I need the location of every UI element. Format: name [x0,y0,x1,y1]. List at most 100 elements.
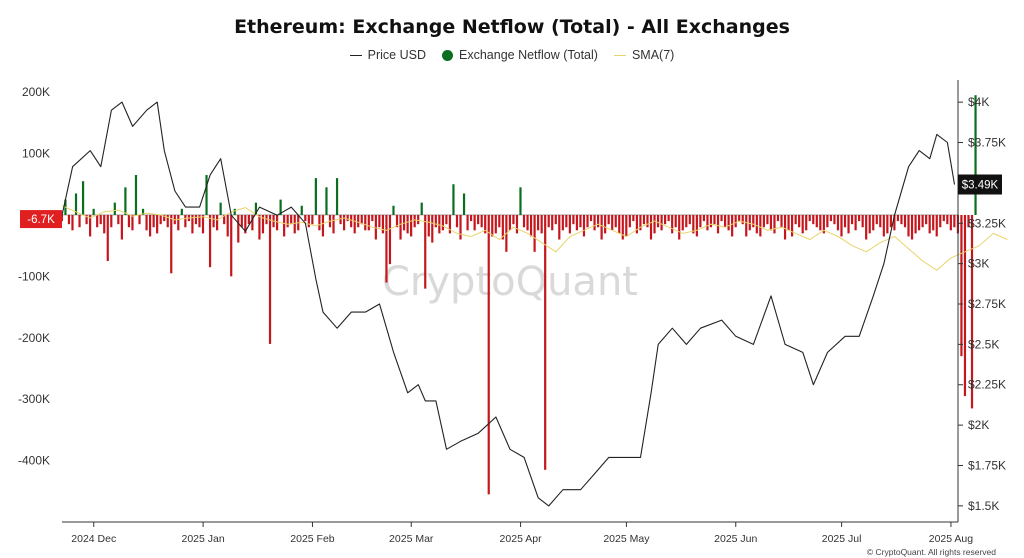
netflow-bar [304,214,307,222]
netflow-bar [600,214,603,240]
netflow-bar [928,214,931,234]
netflow-bar [783,214,787,240]
x-tick-label: 2025 May [603,533,650,545]
netflow-bar [791,214,794,237]
netflow-bar [170,214,173,274]
netflow-bar [635,214,638,234]
legend-item-netflow[interactable]: Exchange Netflow (Total) [442,48,598,62]
netflow-bar [910,214,914,240]
netflow-bar [787,214,790,231]
netflow-bar [745,214,748,237]
netflow-bar [766,214,769,225]
netflow-bar [371,214,374,222]
netflow-bar [350,214,353,228]
netflow-bar [734,214,737,228]
netflow-bar [343,214,346,231]
left-highlight-label: -6.7K [27,214,55,226]
right-tick-label: $1.5K [968,499,999,513]
netflow-bar [78,214,81,228]
netflow-bar [642,214,646,225]
netflow-bar [223,214,226,225]
legend-item-sma[interactable]: SMA(7) [613,48,674,62]
netflow-bar [205,175,208,215]
netflow-bar [914,214,917,234]
netflow-bar [903,214,907,228]
netflow-bar [932,214,935,231]
netflow-bar [685,214,688,228]
right-tick-label: $3.75K [968,136,1006,150]
netflow-bar [388,214,392,265]
netflow-bar [949,214,952,231]
netflow-bar [798,214,801,228]
netflow-bar [268,214,272,344]
netflow-bar [254,202,258,215]
netflow-bar [858,214,861,222]
netflow-bar [720,214,723,222]
netflow-bar [244,214,247,234]
netflow-bar [582,214,586,237]
sma-line [61,205,1008,271]
netflow-bar [586,214,589,228]
netflow-bar [762,214,765,228]
netflow-bar [671,214,674,234]
netflow-bar [660,214,663,231]
netflow-bar [611,214,614,231]
netflow-bar [177,214,180,231]
netflow-bar [829,214,833,222]
netflow-bar [868,214,871,234]
netflow-bar [314,178,317,215]
left-tick-label: -100K [18,269,50,283]
left-tick-label: 100K [22,147,50,161]
netflow-bar [748,214,751,231]
netflow-bar [438,214,441,234]
netflow-bar [780,214,783,228]
legend-item-price[interactable]: Price USD [349,48,426,62]
netflow-bar [124,187,127,215]
netflow-bar [410,214,413,237]
netflow-bar [201,214,205,234]
watermark: CryptoQuant [382,259,638,305]
netflow-bar [639,214,642,231]
netflow-bar [110,214,113,228]
netflow-bar [265,214,268,225]
netflow-bar [381,214,385,234]
right-tick-label: $2K [968,418,989,432]
netflow-bar [727,214,730,231]
netflow-bar [300,205,303,215]
netflow-bar [134,175,138,215]
netflow-bar [667,214,670,222]
netflow-bar [487,214,490,495]
netflow-bar [776,214,780,222]
netflow-bar [537,214,540,231]
left-tick-label: -300K [18,392,50,406]
netflow-bar [459,214,462,240]
netflow-bar [879,214,882,228]
netflow-bar [180,208,183,215]
netflow-bar [163,214,166,222]
netflow-bar [424,214,427,289]
netflow-bar [152,214,155,228]
netflow-bar [628,214,631,228]
netflow-bar [618,214,621,234]
netflow-bar [364,214,367,231]
netflow-bar [240,214,243,228]
netflow-bar [815,214,818,228]
netflow-bar [318,214,321,231]
netflow-bar [141,208,145,215]
copyright-footer: © CryptoQuant. All rights reserved [866,547,996,557]
netflow-bar [89,214,92,237]
netflow-bar [960,214,963,357]
netflow-bar [392,205,395,215]
netflow-bar [706,214,709,231]
netflow-bar [470,214,473,222]
netflow-bar [529,214,533,237]
netflow-bar [374,214,377,240]
netflow-bar [522,214,526,228]
netflow-bar [939,214,942,228]
netflow-bar [198,214,201,228]
netflow-bar [925,214,928,225]
right-highlight-label: $3.49K [962,180,999,192]
netflow-bar [293,214,296,234]
netflow-bar [752,214,755,228]
netflow-bar [621,214,624,240]
